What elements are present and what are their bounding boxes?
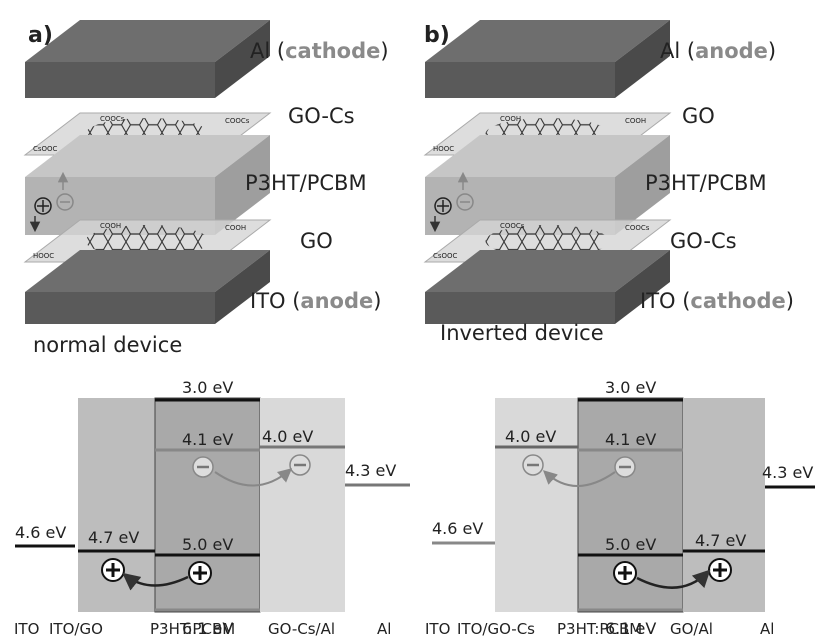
column-label: GO-Cs/Al [268, 620, 335, 637]
layer-suffix: ) [768, 39, 776, 63]
layer-label: GO [300, 229, 333, 253]
layer-role: anode [300, 289, 373, 313]
group-label: COOCs [225, 117, 250, 125]
group-label: HOOC [33, 252, 54, 260]
column-label: ITO/GO [49, 620, 103, 637]
layer-label: P3HT/PCBM [245, 171, 367, 195]
layer-label: P3HT/PCBM [645, 171, 767, 195]
layer-name: GO [682, 104, 715, 128]
caption: normal device [33, 333, 182, 357]
energy-label: 4.7 eV [88, 528, 139, 547]
layer-name: ITO ( [640, 289, 690, 313]
group-label: COOCs [100, 115, 125, 123]
layer-suffix: ) [786, 289, 794, 313]
group-label: HOOC [433, 145, 454, 153]
layer-label: Al (anode) [660, 39, 776, 63]
energy-label: 4.6 eV [15, 523, 66, 542]
layer-name: GO [300, 229, 333, 253]
column-label: ITO [425, 620, 450, 637]
column-label: P3HT:PCBM [557, 620, 642, 637]
panel-tag: b) [424, 23, 450, 48]
column-label: P3HT:PCBM [150, 620, 235, 637]
column-label: Al [377, 620, 391, 637]
energy-label: 5.0 eV [182, 535, 233, 554]
column-label: GO/Al [670, 620, 713, 637]
group-label: COOH [625, 117, 646, 125]
group-label: CsOOC [433, 252, 458, 260]
energy-label: 4.1 eV [182, 430, 233, 449]
slab-front [425, 62, 615, 98]
energy-label: 4.7 eV [695, 531, 746, 550]
layer-role: anode [695, 39, 768, 63]
layer-name: GO-Cs [288, 104, 355, 128]
group-label: COOH [500, 115, 521, 123]
column-label: ITO/GO-Cs [457, 620, 535, 637]
group-label: COOCs [500, 222, 525, 230]
column-label: Al [760, 620, 774, 637]
group-label: COOH [225, 224, 246, 232]
layer-name: Al ( [660, 39, 695, 63]
slab-front [25, 62, 215, 98]
layer-name: P3HT/PCBM [245, 171, 367, 195]
layer-label: ITO (anode) [250, 289, 381, 313]
layer-name: P3HT/PCBM [645, 171, 767, 195]
energy-label: 4.3 eV [762, 463, 813, 482]
caption: Inverted device [440, 321, 604, 345]
layer-label: ITO (cathode) [640, 289, 794, 313]
panel-tag: a) [28, 23, 53, 48]
layer-role: cathode [690, 289, 785, 313]
layer-name: Al ( [250, 39, 285, 63]
layer-label: GO [682, 104, 715, 128]
slab-front [25, 292, 215, 324]
energy-label: 4.6 eV [432, 519, 483, 538]
group-label: CsOOC [33, 145, 58, 153]
layer-label: GO-Cs [670, 229, 737, 253]
slab-front [425, 292, 615, 324]
column-label: ITO [14, 620, 39, 637]
energy-label: 4.1 eV [605, 430, 656, 449]
diagram: CsOOC COOCs COOCs CsOOC HOOC COOH COOH HOOC a) Al… [14, 20, 815, 637]
energy-label: 5.0 eV [605, 535, 656, 554]
figure: CsOOC COOCs COOCs CsOOC HOOC COOH COOH HOOC a) Al… [0, 0, 818, 637]
energy-label: 4.3 eV [345, 461, 396, 480]
layer-role: cathode [285, 39, 380, 63]
energy-label: 4.0 eV [505, 427, 556, 446]
energy-label: 4.0 eV [262, 427, 313, 446]
layer-suffix: ) [380, 39, 388, 63]
layer-label: GO-Cs [288, 104, 355, 128]
energy-label: 3.0 eV [182, 378, 233, 397]
layer-name: GO-Cs [670, 229, 737, 253]
layer-label: Al (cathode) [250, 39, 389, 63]
group-label: COOH [100, 222, 121, 230]
energy-label: 3.0 eV [605, 378, 656, 397]
layer-suffix: ) [373, 289, 381, 313]
layer-name: ITO ( [250, 289, 300, 313]
group-label: COOCs [625, 224, 650, 232]
